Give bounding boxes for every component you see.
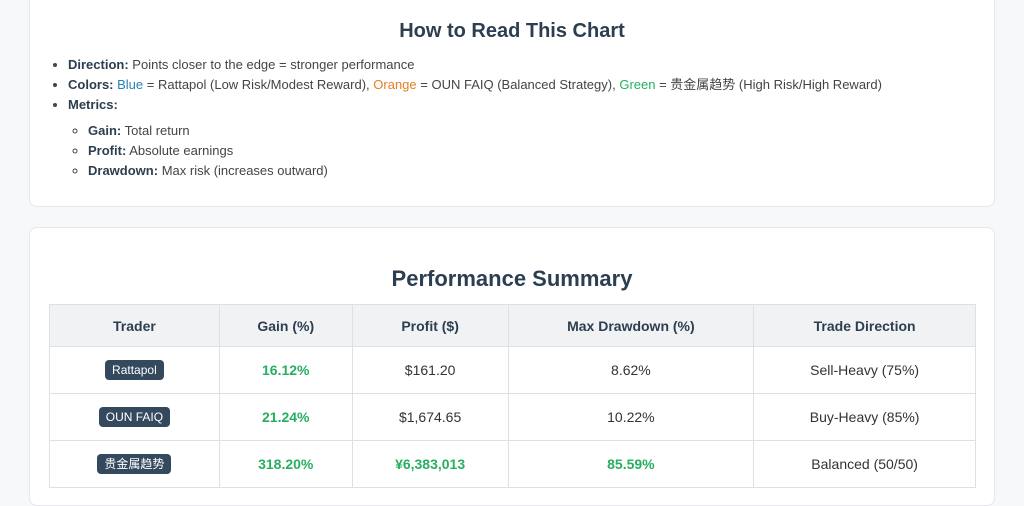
metric-profit-text: Absolute earnings <box>129 143 234 158</box>
metric-profit-item: Profit: Absolute earnings <box>88 141 882 161</box>
metric-drawdown-text: Max risk (increases outward) <box>161 163 328 178</box>
header-gain: Gain (%) <box>218 304 353 347</box>
profit-cell: ¥6,383,013 <box>351 440 509 488</box>
performance-summary-card: Performance Summary Trader Gain (%) Prof… <box>29 227 995 506</box>
direction-cell: Balanced (50/50) <box>753 440 976 488</box>
color-orange-word: Orange <box>373 77 417 92</box>
trader-cell: OUN FAIQ <box>49 393 220 441</box>
profit-cell: $1,674.65 <box>351 393 509 441</box>
table-row: 贵金属趋势 318.20% ¥6,383,013 85.59% Balanced… <box>49 440 976 488</box>
trader-cell: 贵金属趋势 <box>49 440 220 488</box>
guide-metrics-item: Metrics: Gain: Total return Profit: Abso… <box>68 95 882 178</box>
gain-cell: 318.20% <box>218 440 353 488</box>
table-row: Rattapol 16.12% $161.20 8.62% Sell-Heavy… <box>49 346 976 394</box>
metric-gain-item: Gain: Total return <box>88 121 882 141</box>
header-drawdown: Max Drawdown (%) <box>507 304 755 347</box>
color-green-text: = 贵金属趋势 (High Risk/High Reward) <box>655 77 882 92</box>
color-orange-text: = OUN FAIQ (Balanced Strategy), <box>416 77 620 92</box>
header-trader: Trader <box>49 304 220 347</box>
guide-direction-text: Points closer to the edge = stronger per… <box>132 57 415 72</box>
metric-drawdown-label: Drawdown: <box>88 163 159 178</box>
profit-cell: $161.20 <box>351 346 509 394</box>
color-blue-word: Blue <box>117 77 144 92</box>
performance-table: Trader Gain (%) Profit ($) Max Drawdown … <box>49 304 976 488</box>
header-profit: Profit ($) <box>351 304 509 347</box>
trader-badge: 贵金属趋势 <box>97 454 172 474</box>
guide-metrics-label: Metrics: <box>68 97 118 112</box>
direction-cell: Buy-Heavy (85%) <box>753 393 976 441</box>
gain-cell: 16.12% <box>218 346 353 394</box>
header-direction: Trade Direction <box>753 304 976 347</box>
metric-gain-text: Total return <box>124 123 190 138</box>
direction-cell: Sell-Heavy (75%) <box>753 346 976 394</box>
guide-colors-label: Colors: <box>68 77 114 92</box>
metric-profit-label: Profit: <box>88 143 127 158</box>
drawdown-cell: 85.59% <box>507 440 755 488</box>
summary-title: Performance Summary <box>391 266 633 291</box>
guide-direction-item: Direction: Points closer to the edge = s… <box>68 55 882 75</box>
trader-badge: OUN FAIQ <box>98 407 171 427</box>
metric-gain-label: Gain: <box>88 123 122 138</box>
gain-cell: 21.24% <box>218 393 353 441</box>
chart-guide-card: How to Read This Chart Direction: Points… <box>29 0 995 207</box>
color-blue-text: = Rattapol (Low Risk/Modest Reward), <box>143 77 374 92</box>
trader-badge: Rattapol <box>105 360 164 380</box>
drawdown-cell: 8.62% <box>507 346 755 394</box>
table-row: OUN FAIQ 21.24% $1,674.65 10.22% Buy-Hea… <box>49 393 976 441</box>
color-green-word: Green <box>619 77 656 92</box>
guide-direction-label: Direction: <box>68 57 129 72</box>
metric-drawdown-item: Drawdown: Max risk (increases outward) <box>88 161 882 181</box>
trader-cell: Rattapol <box>49 346 220 394</box>
drawdown-cell: 10.22% <box>507 393 755 441</box>
guide-colors-item: Colors: Blue = Rattapol (Low Risk/Modest… <box>68 75 882 95</box>
guide-title: How to Read This Chart <box>399 20 625 42</box>
guide-list: Direction: Points closer to the edge = s… <box>52 55 882 178</box>
table-header-row: Trader Gain (%) Profit ($) Max Drawdown … <box>49 304 976 347</box>
metrics-sub-list: Gain: Total return Profit: Absolute earn… <box>68 121 882 181</box>
